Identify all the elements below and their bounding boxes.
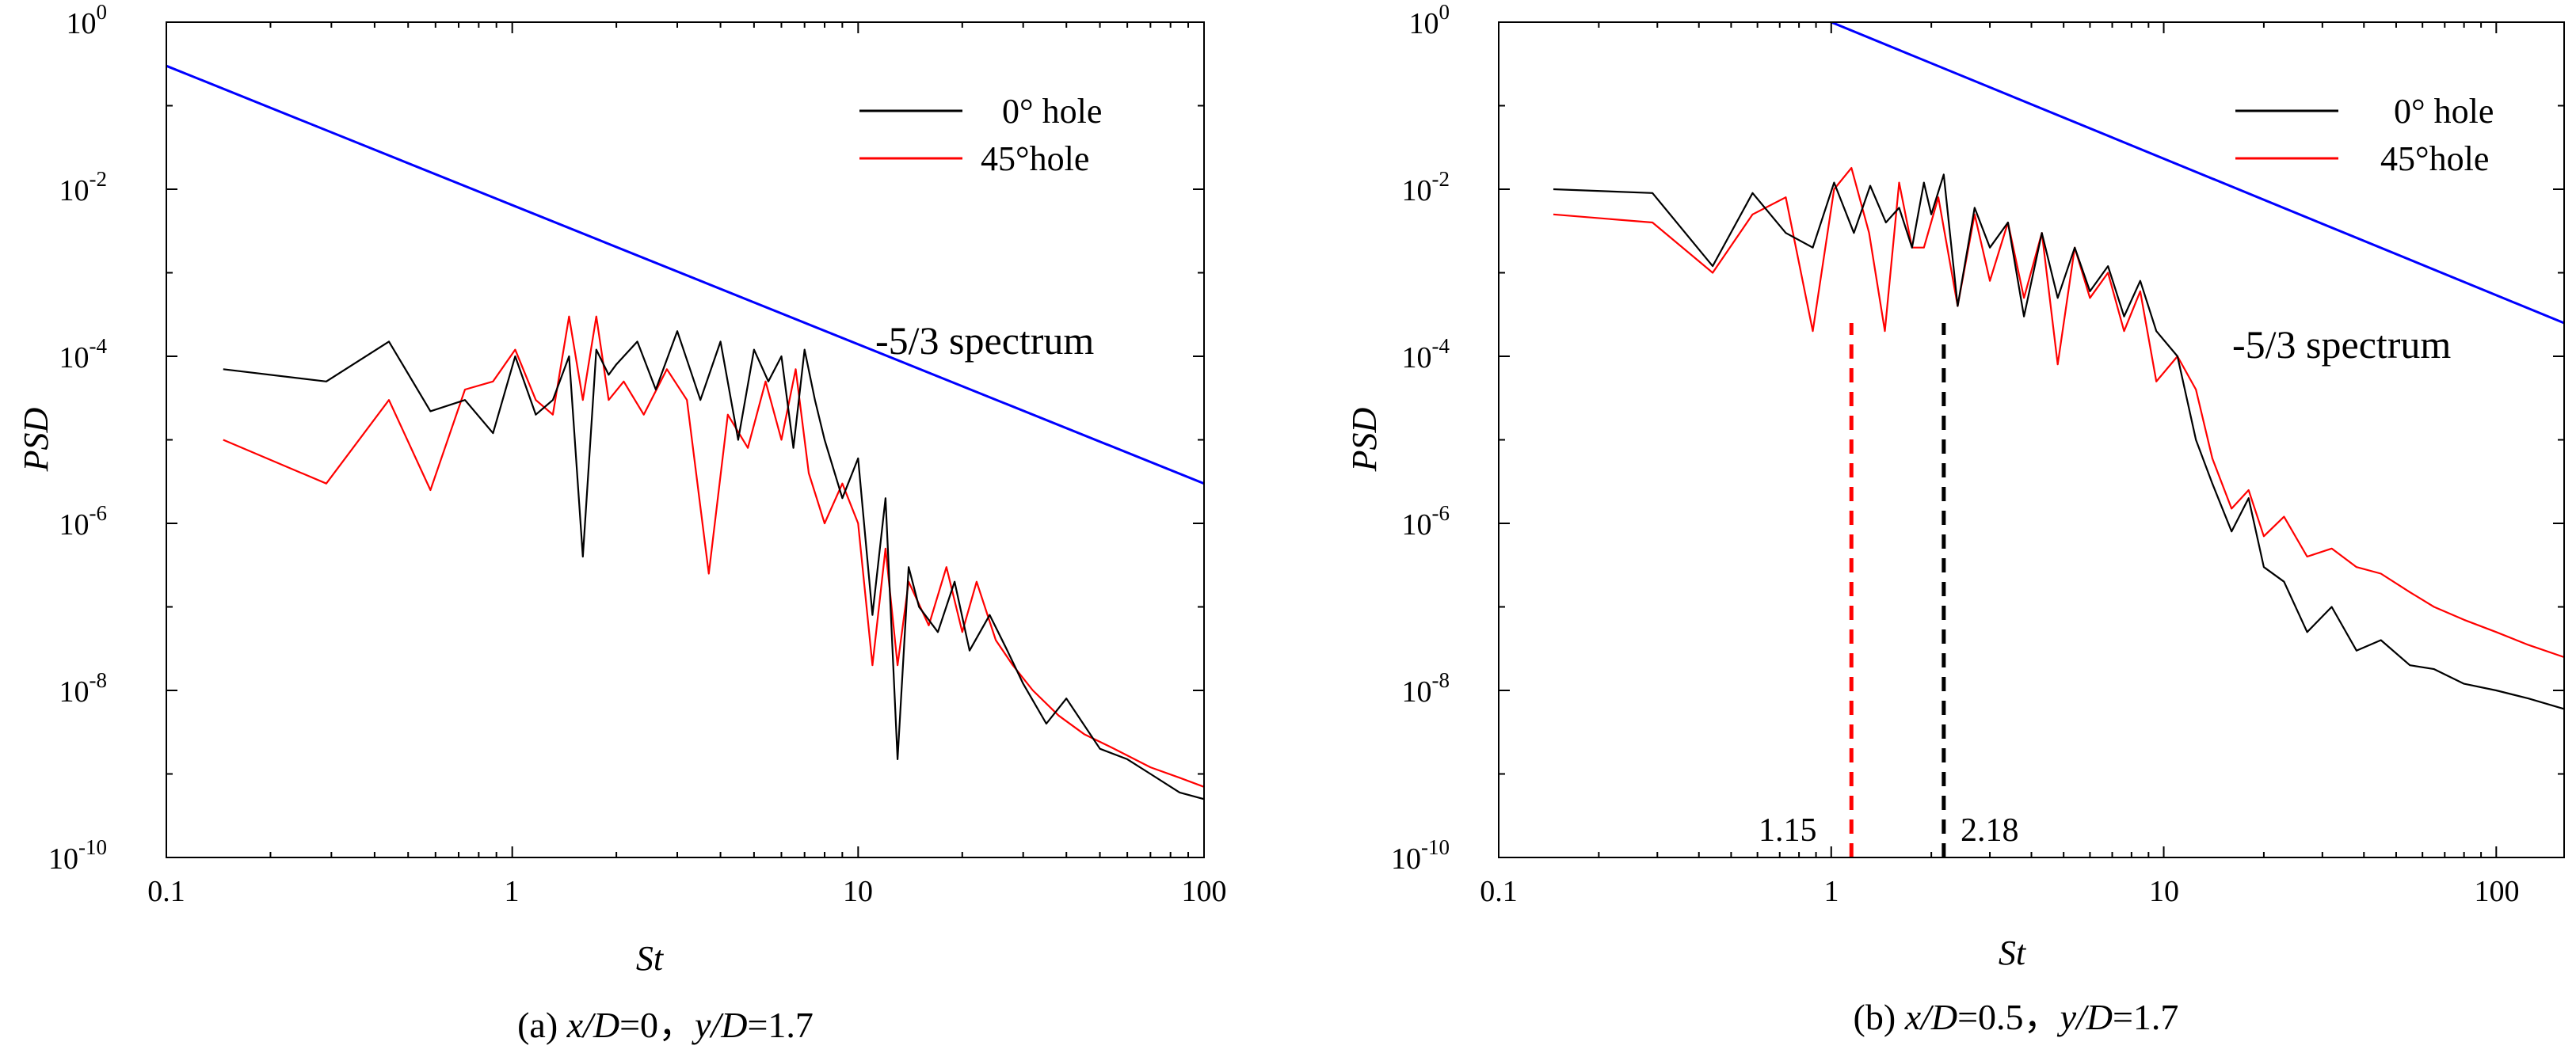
- x-axis-label: St: [636, 939, 665, 978]
- y-tick-label: 10-8: [1402, 668, 1450, 709]
- peak-label-45-hole: 1.15: [1759, 812, 1817, 849]
- y-tick-label: 10-2: [59, 167, 108, 207]
- caption-part: =0.5，: [1957, 997, 2060, 1037]
- spectrum-reference-line: [1831, 22, 2564, 325]
- x-tick-label: 100: [2475, 875, 2520, 908]
- y-tick-exponent: -4: [1432, 334, 1450, 358]
- caption-part: y/D: [2057, 997, 2113, 1037]
- y-tick-exponent: -6: [90, 501, 108, 525]
- spectrum-reference-line: [166, 64, 1204, 485]
- y-tick-exponent: -8: [90, 668, 108, 692]
- y-tick-label: 10-6: [59, 501, 108, 542]
- caption-part: x/D: [1904, 997, 1957, 1037]
- x-tick-label: 0.1: [1480, 875, 1518, 908]
- y-tick-exponent: -2: [1432, 167, 1450, 191]
- y-tick-exponent: 0: [97, 0, 108, 24]
- spectrum-annotation: -5/3 spectrum: [2232, 322, 2451, 367]
- y-axis-label: PSD: [17, 407, 55, 472]
- legend-label-45-hole: 45°hole: [981, 139, 1089, 178]
- series-45-hole: [1553, 167, 2564, 659]
- axis-ticks: [1498, 21, 2564, 858]
- x-tick-label: 0.1: [147, 875, 185, 908]
- x-tick-label: 10: [843, 875, 873, 908]
- x-tick-label: 100: [1182, 875, 1227, 908]
- legend-label-0-hole: 0° hole: [2394, 92, 2494, 131]
- panel-b: 10-10 10-8 10-6 10-4 10-2 100 0.1 1 10 1…: [1345, 0, 2565, 1037]
- legend-label-0-hole: 0° hole: [1002, 92, 1102, 131]
- y-tick-exponent: 0: [1439, 0, 1450, 24]
- caption-part: (a): [517, 1005, 567, 1045]
- caption-part: =1.7: [2113, 997, 2178, 1037]
- y-tick-label: 10-8: [59, 668, 108, 709]
- series-45-hole: [223, 315, 1204, 788]
- caption-part: =0，: [619, 1005, 695, 1045]
- y-tick-label: 10-4: [59, 334, 108, 375]
- panel-caption: (b) x/D=0.5，y/D=1.7: [1854, 997, 2179, 1037]
- series-line-0-hole: [1553, 173, 2564, 710]
- series-0-hole: [223, 330, 1204, 800]
- axis-ticks: [166, 21, 1205, 858]
- y-tick-label: 10-2: [1402, 167, 1450, 207]
- y-tick-label: 10-10: [48, 835, 107, 876]
- y-tick-exponent: -4: [90, 334, 108, 358]
- series-line-45-hole: [1553, 167, 2564, 659]
- y-tick-label: 100: [1409, 0, 1450, 40]
- legend-label-45-hole: 45°hole: [2380, 139, 2489, 178]
- y-tick-label: 10-4: [1402, 334, 1450, 375]
- caption-part: x/D: [566, 1005, 619, 1045]
- series-line-0-hole: [223, 330, 1204, 800]
- x-tick-label: 1: [1824, 875, 1839, 908]
- spectrum-line: [1831, 22, 2564, 325]
- y-tick-label: 10-6: [1402, 501, 1450, 542]
- y-tick-exponent: -2: [90, 167, 108, 191]
- y-tick-exponent: -10: [78, 835, 107, 859]
- series-0-hole: [1553, 173, 2564, 710]
- spectrum-line: [166, 64, 1204, 485]
- caption-part: y/D: [692, 1005, 747, 1045]
- peak-label-0-hole: 2.18: [1961, 812, 2019, 849]
- y-axis-label: PSD: [1345, 407, 1384, 472]
- y-tick-exponent: -10: [1421, 835, 1450, 859]
- spectrum-annotation: -5/3 spectrum: [875, 318, 1094, 363]
- x-tick-label: 1: [505, 875, 520, 908]
- caption-part: (b): [1854, 997, 1905, 1037]
- y-tick-label: 100: [67, 0, 108, 40]
- peak-markers: [1849, 323, 1946, 857]
- y-tick-exponent: -8: [1432, 668, 1450, 692]
- panel-caption: (a) x/D=0，y/D=1.7: [517, 1005, 814, 1045]
- y-tick-exponent: -6: [1432, 501, 1450, 525]
- caption-part: =1.7: [747, 1005, 813, 1045]
- y-tick-label: 10-10: [1391, 835, 1450, 876]
- x-axis-label: St: [1999, 933, 2027, 972]
- series-line-45-hole: [223, 315, 1204, 788]
- panel-a: 10-10 10-8 10-6 10-4 10-2 100 0.1 1 10 1…: [17, 0, 1227, 1045]
- x-tick-label: 10: [2149, 875, 2179, 908]
